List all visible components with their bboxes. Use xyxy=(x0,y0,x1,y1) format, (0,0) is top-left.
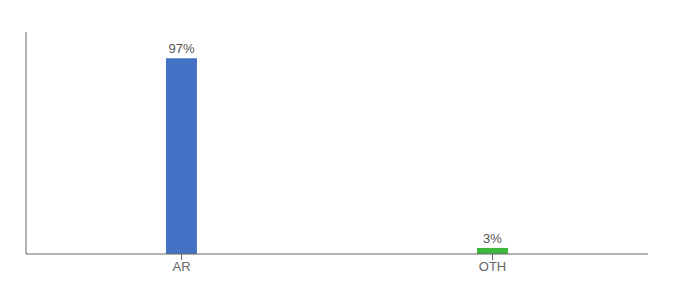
svg-text:97%: 97% xyxy=(168,41,194,56)
svg-text:3%: 3% xyxy=(483,231,502,246)
svg-text:AR: AR xyxy=(172,259,190,274)
svg-text:OTH: OTH xyxy=(479,259,506,274)
